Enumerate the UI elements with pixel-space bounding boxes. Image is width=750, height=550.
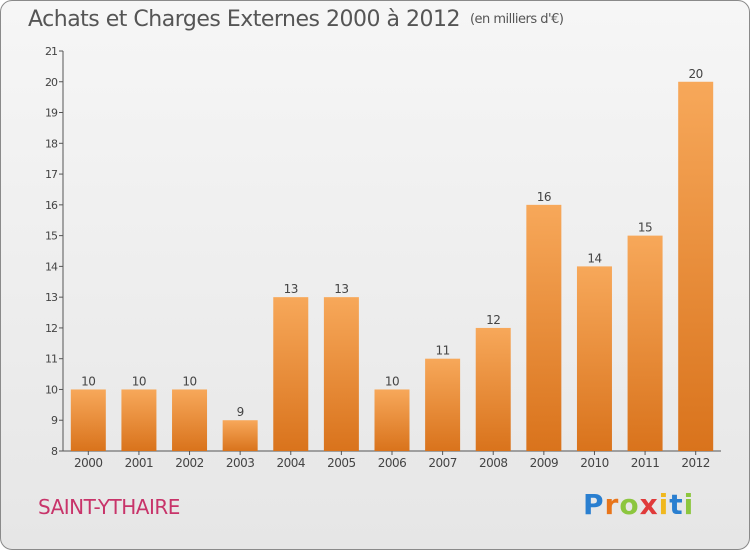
x-tick-label: 2001 — [125, 456, 154, 470]
axes: 8 9 10 11 12 13 14 15 16 17 18 19 20 21 2000 2001 2002 20… — [45, 45, 721, 470]
bar — [576, 266, 612, 451]
x-tick-label: 2004 — [276, 456, 305, 470]
y-tick-label: 15 — [45, 230, 58, 243]
bar-value-label: 9 — [237, 405, 244, 419]
y-tick-label: 13 — [45, 291, 58, 304]
x-tick-label: 2002 — [175, 456, 204, 470]
y-tick-label: 19 — [45, 107, 58, 120]
bar — [526, 204, 562, 451]
chart-unit: (en milliers d'€) — [469, 12, 564, 27]
y-tick-label: 9 — [51, 414, 58, 427]
bar-value-label: 11 — [435, 344, 449, 358]
bar — [323, 297, 359, 451]
bar-value-label: 14 — [587, 251, 601, 265]
proxiti-logo[interactable]: Proxiti — [583, 488, 695, 521]
y-tick-label: 11 — [45, 353, 57, 366]
commune-name: SAINT-YTHAIRE — [38, 495, 180, 519]
x-tick-label: 2010 — [580, 456, 609, 470]
x-tick-label: 2003 — [226, 456, 255, 470]
bar — [121, 389, 157, 451]
bar-value-label: 20 — [689, 67, 703, 81]
bar-value-label: 10 — [132, 374, 146, 388]
bar — [70, 389, 106, 451]
x-tick-label: 2007 — [428, 456, 457, 470]
bar-value-label: 10 — [81, 374, 95, 388]
bar-value-label: 13 — [284, 282, 298, 296]
y-tick-label: 20 — [45, 76, 58, 89]
bar — [475, 327, 511, 451]
bar-value-label: 13 — [334, 282, 348, 296]
chart-title-text: Achats et Charges Externes 2000 à 2012 — [28, 7, 460, 32]
x-tick-label: 2009 — [530, 456, 559, 470]
y-tick-label: 18 — [45, 137, 58, 150]
bar-value-label: 10 — [182, 374, 196, 388]
y-tick-label: 14 — [45, 260, 58, 273]
bar-value-label: 10 — [385, 374, 399, 388]
y-tick-label: 17 — [45, 168, 58, 181]
y-tick-label: 12 — [45, 322, 57, 335]
x-tick-label: 2006 — [378, 456, 407, 470]
bar — [172, 389, 208, 451]
x-tick-label: 2000 — [74, 456, 103, 470]
bars: 10 10 10 9 13 13 10 11 12 16 14 15 20 — [70, 67, 714, 452]
bar — [627, 235, 663, 451]
bar — [425, 358, 461, 451]
bar-value-label: 12 — [486, 313, 500, 327]
y-tick-label: 16 — [45, 199, 58, 212]
x-tick-label: 2011 — [631, 456, 660, 470]
bar-value-label: 16 — [537, 190, 551, 204]
bar — [678, 81, 714, 452]
x-tick-label: 2008 — [479, 456, 508, 470]
chart-title: Achats et Charges Externes 2000 à 2012 (e… — [28, 7, 564, 32]
x-tick-label: 2012 — [681, 456, 710, 470]
y-tick-label: 10 — [45, 383, 58, 396]
y-tick-label: 8 — [51, 445, 58, 458]
x-tick-label: 2005 — [327, 456, 356, 470]
bar — [273, 297, 309, 451]
bar — [374, 389, 410, 451]
bar — [222, 420, 258, 451]
bar-value-label: 15 — [638, 221, 652, 235]
y-tick-label: 21 — [45, 45, 57, 58]
